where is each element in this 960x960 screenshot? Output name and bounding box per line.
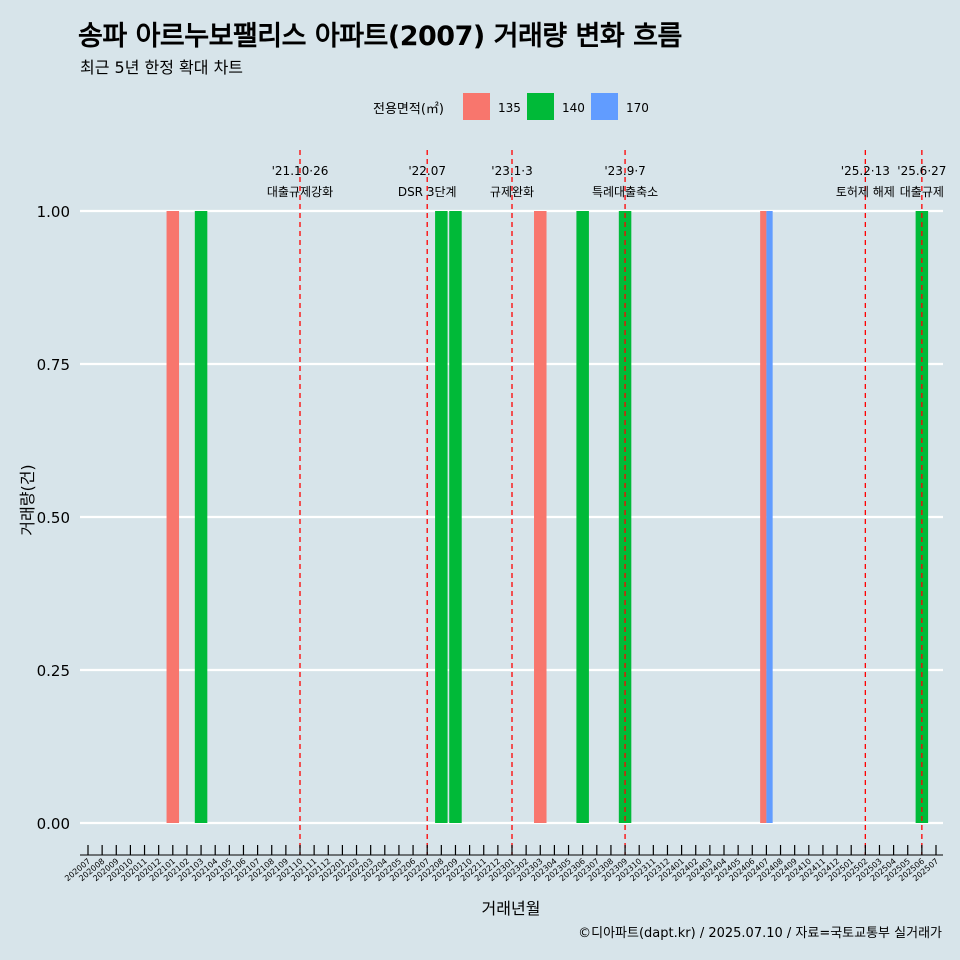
- annotation-date: '25.2·13: [841, 164, 890, 178]
- annotation-text: 대출규제: [900, 185, 944, 199]
- annotation-date: '22.07: [408, 164, 446, 178]
- y-tick-label: 1.00: [37, 203, 70, 221]
- annotation-date: '23.9·7: [604, 164, 645, 178]
- annotation-date: '25.6·27: [897, 164, 946, 178]
- legend-swatch-140: [527, 93, 554, 120]
- bar-135-202303: [534, 211, 547, 823]
- annotation-date: '23.1·3: [491, 164, 532, 178]
- legend-swatch-135: [463, 93, 490, 120]
- legend-label-135: 135: [498, 101, 521, 115]
- y-axis-label: 거래량(건): [18, 464, 37, 535]
- legend-title: 전용면적(㎡): [373, 102, 444, 117]
- legend: 전용면적(㎡) 135 140 170: [373, 93, 649, 120]
- source-caption: ©디아파트(dapt.kr) / 2025.07.10 / 자료=국토교통부 실…: [578, 926, 942, 941]
- y-tick-label: 0.25: [37, 662, 70, 680]
- x-axis-label: 거래년월: [482, 899, 541, 918]
- x-axis: 2020072020082020092020102020112020122021…: [63, 845, 943, 883]
- y-tick-label: 0.00: [37, 815, 70, 833]
- annotation-text: 규제완화: [490, 185, 534, 199]
- annotation-text: 특례대출축소: [592, 185, 658, 199]
- bar-170-202407: [766, 211, 773, 823]
- page-subtitle: 최근 5년 한정 확대 차트: [80, 58, 244, 77]
- bar-140-202506: [915, 211, 929, 823]
- page-title: 송파 아르누보팰리스 아파트(2007) 거래량 변화 흐름: [78, 21, 682, 52]
- gridlines: [80, 209, 943, 825]
- bar-140-202306: [576, 211, 589, 823]
- y-tick-label: 0.50: [37, 509, 70, 527]
- bars: [166, 211, 929, 823]
- annotation-text: DSR 3단계: [398, 185, 457, 199]
- bar-140-202309: [618, 211, 632, 823]
- bar-140-202103: [194, 211, 208, 823]
- annotation-labels: '21.10·26 대출규제강화 '22.07 DSR 3단계 '23.1·3 규제완화 '…: [267, 164, 947, 199]
- legend-label-170: 170: [626, 101, 649, 115]
- bar-140-202209: [449, 211, 462, 823]
- legend-label-140: 140: [562, 101, 585, 115]
- bar-135-202101: [166, 211, 180, 823]
- bar-140-202208: [435, 211, 448, 823]
- y-tick-label: 0.75: [37, 356, 70, 374]
- annotation-date: '21.10·26: [272, 164, 329, 178]
- annotation-text: 대출규제강화: [267, 185, 333, 199]
- annotation-text: 토허제 해제: [836, 185, 895, 199]
- legend-swatch-170: [591, 93, 618, 120]
- annotation-lines: [299, 150, 923, 855]
- bar-135-202407: [760, 211, 767, 823]
- y-axis: 0.00 0.25 0.50 0.75 1.00: [37, 203, 70, 833]
